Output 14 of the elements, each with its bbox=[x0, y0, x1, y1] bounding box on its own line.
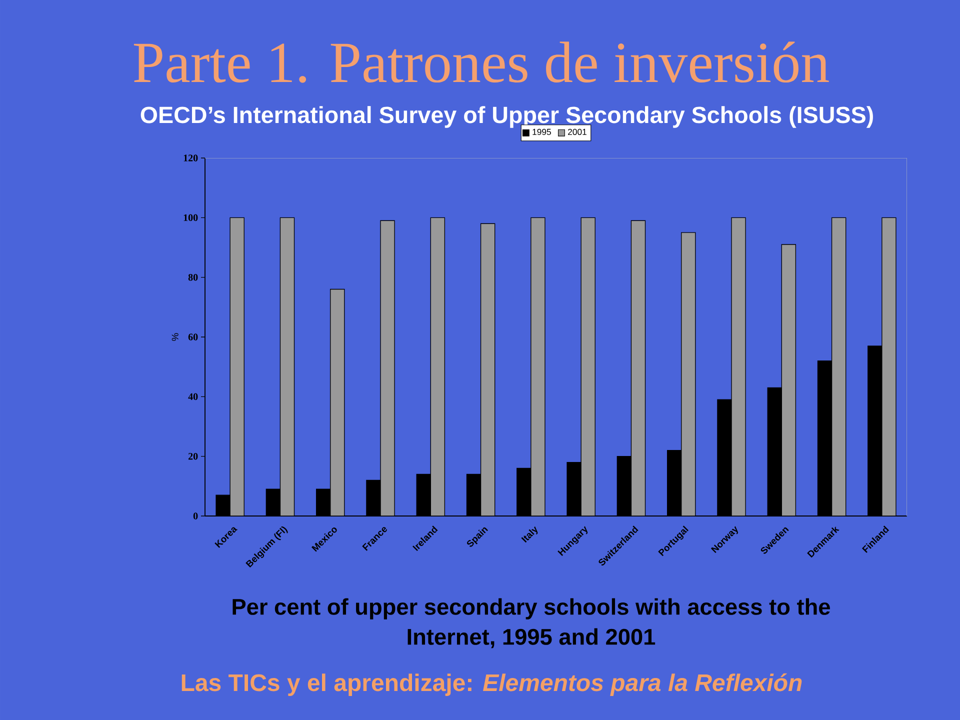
y-tick-label: 60 bbox=[188, 334, 198, 340]
y-tick-label: 120 bbox=[184, 154, 198, 162]
text: Per cent of upper secondary schools with access to the Internet, 1995 and 2001 bbox=[232, 598, 830, 648]
text: Las TICs y el aprendizaje: Elementos para la Reflexión bbox=[182, 673, 802, 696]
chart-title: Parte 1. Patrones de inversión bbox=[134, 42, 829, 83]
y-tick-label: 0 bbox=[193, 512, 198, 520]
legend-label: 2001 bbox=[568, 128, 586, 135]
y-tick-label: 100 bbox=[184, 214, 198, 222]
y-axis-title: % bbox=[172, 333, 178, 341]
y-tick-label: 40 bbox=[188, 393, 198, 400]
y-tick-label: 80 bbox=[188, 274, 198, 281]
chart-subtitle: OECD’s International Survey of Upper Secondary Schools (ISUSS) bbox=[140, 106, 873, 128]
y-tick-label: 20 bbox=[188, 452, 198, 460]
legend-label: 1995 bbox=[532, 128, 551, 135]
